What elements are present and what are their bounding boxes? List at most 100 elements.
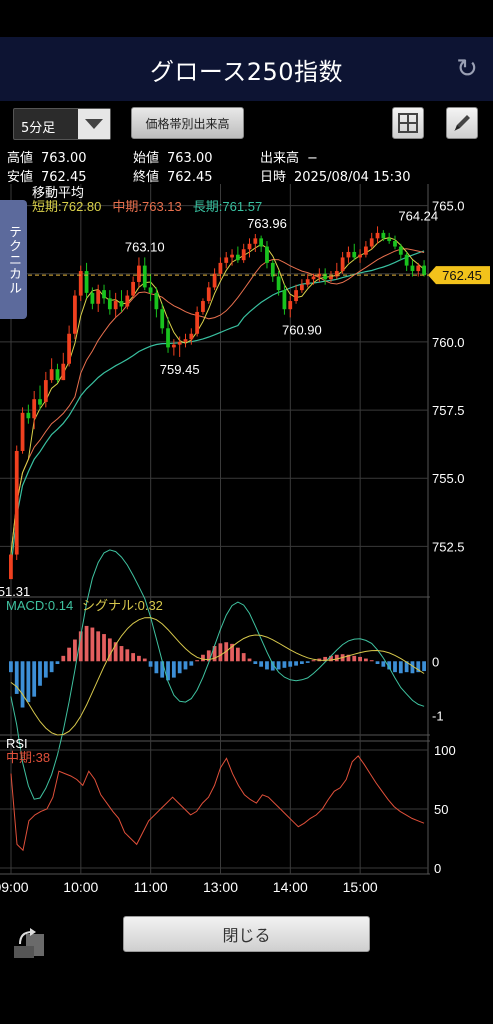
macd-histogram-bar [195, 660, 200, 662]
macd-histogram-bar [84, 625, 89, 662]
rsi-line [10, 755, 425, 852]
low-field: 安値 762.45 [7, 170, 87, 185]
candle [107, 298, 112, 310]
grid-icon[interactable] [392, 107, 424, 139]
macd-y-tick: -1 [432, 709, 444, 724]
price-annotation: 759.45 [160, 362, 200, 377]
price-annotation: 764.24 [398, 208, 438, 223]
macd-histogram-bar [177, 661, 182, 674]
technical-tab[interactable]: テクニカル [0, 200, 27, 319]
macd-histogram-bar [270, 661, 275, 671]
candle [276, 276, 281, 291]
candle [253, 238, 258, 244]
macd-histogram-bar [20, 661, 25, 708]
price-info: 高値 763.00 始値 763.00 出来高 − 安値 762.45 終値 762.45… [0, 147, 493, 185]
macd-histogram-bar [142, 658, 147, 662]
candle [148, 287, 153, 293]
macd-histogram-bar [311, 660, 316, 662]
macd-histogram-bar [212, 646, 217, 662]
x-tick-label: 09:00 [0, 879, 29, 895]
candle [422, 265, 426, 276]
macd-histogram-bar [387, 661, 392, 670]
macd-histogram-bar [422, 661, 426, 672]
candle [218, 262, 223, 274]
candle [49, 369, 54, 381]
ma-legend-item: 長期:761.57 [193, 199, 262, 214]
candle [270, 262, 275, 277]
candle [381, 232, 386, 239]
macd-histogram-bar [125, 649, 130, 662]
volume-by-price-button[interactable]: 価格帯別出来高 [131, 107, 244, 139]
candle [410, 265, 415, 272]
macd-histogram-bar [299, 661, 304, 664]
rotate-screen-icon[interactable] [12, 924, 48, 960]
last-price-label: 762.45 [442, 268, 482, 283]
candle [14, 450, 19, 555]
macd-histogram-bar [107, 638, 112, 662]
close-field: 終値 762.45 [133, 170, 213, 185]
candle [329, 276, 333, 280]
macd-histogram-bar [235, 647, 240, 662]
ma-legend-item: 中期:763.13 [112, 199, 181, 214]
candle [387, 238, 392, 242]
signal-legend: シグナル:0.32 [82, 598, 163, 613]
macd-histogram-bar [32, 661, 37, 697]
candle [393, 241, 397, 247]
candle [230, 254, 234, 258]
stock-chart[interactable]: 09:0010:0011:0013:0014:0015:00765.0762.5… [0, 184, 493, 905]
app-header: グロース250指数 ↻ [0, 37, 493, 101]
candle [177, 341, 182, 345]
x-tick-label: 13:00 [203, 879, 238, 895]
macd-histogram-bar [137, 655, 141, 662]
candle [113, 301, 118, 310]
macd-histogram-bar [358, 656, 362, 662]
pencil-icon[interactable] [446, 107, 478, 139]
candle [305, 279, 310, 285]
interval-select[interactable]: 5分足 [13, 108, 111, 140]
candle [323, 273, 328, 280]
candle [78, 271, 83, 296]
candle [55, 369, 60, 381]
macd-histogram-bar [113, 642, 118, 662]
macd-histogram-bar [55, 661, 60, 664]
y-tick-label: 760.0 [432, 335, 465, 350]
candle [265, 246, 269, 263]
candle [317, 273, 322, 277]
candle [154, 292, 159, 310]
macd-legend: MACD:0.14 [6, 598, 73, 613]
macd-histogram-bar [131, 653, 136, 662]
macd-y-tick: 0 [432, 654, 439, 669]
rsi-y-tick: 100 [434, 743, 456, 758]
macd-histogram-bar [381, 661, 386, 667]
candle [299, 284, 304, 291]
high-field: 高値 763.00 [7, 151, 87, 166]
rsi-y-tick: 0 [434, 861, 441, 876]
page-title: グロース250指数 [149, 57, 344, 86]
candle [334, 271, 339, 277]
chart-area[interactable]: 09:0010:0011:0013:0014:0015:00765.0762.5… [0, 184, 493, 905]
candle [32, 399, 37, 419]
rsi-legend: 中期:38 [6, 750, 50, 765]
candle [26, 412, 31, 419]
close-button[interactable]: 閉じる [123, 916, 370, 952]
candle [142, 265, 147, 288]
mid-ma-line [10, 248, 425, 555]
bottom-bar: 閉じる [0, 905, 493, 1024]
macd-histogram-bar [398, 661, 403, 674]
short-ma-line [10, 237, 425, 555]
price-annotation: 763.96 [247, 216, 287, 231]
candle [416, 265, 421, 272]
refresh-icon[interactable]: ↻ [456, 54, 478, 84]
x-tick-label: 15:00 [343, 879, 378, 895]
chevron-down-icon[interactable] [78, 109, 110, 139]
macd-histogram-bar [26, 661, 31, 703]
rsi-title: RSI [6, 736, 28, 751]
candle [288, 301, 293, 310]
x-tick-label: 10:00 [63, 879, 98, 895]
macd-histogram-bar [171, 661, 176, 678]
macd-histogram-bar [352, 655, 357, 662]
macd-histogram-bar [166, 661, 170, 681]
candle [369, 238, 374, 247]
candle [346, 251, 351, 258]
candle [282, 290, 287, 310]
